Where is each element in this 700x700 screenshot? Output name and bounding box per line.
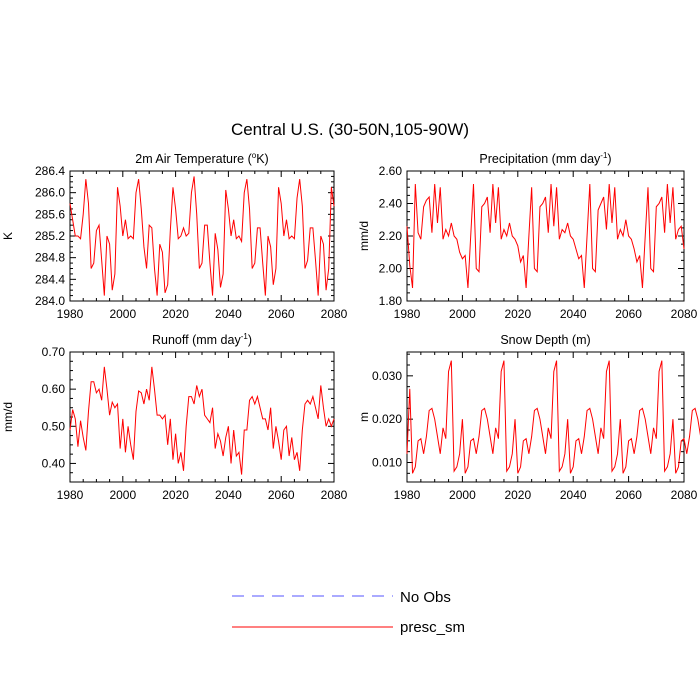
y-axis-label: m — [357, 412, 371, 422]
y-tick-label: 284.0 — [35, 294, 65, 308]
panel-snow-depth: Snow Depth (m) 1980 2000 2020 2040 2060 2080 0.… — [357, 333, 700, 502]
y-tick-label: 285.6 — [35, 207, 65, 221]
x-tick-label: 2000 — [109, 488, 136, 502]
plot-frame — [69, 351, 335, 483]
x-tick-label: 2000 — [449, 307, 476, 321]
x-tick-label: 2000 — [449, 488, 476, 502]
x-tick-label: 2000 — [109, 307, 136, 321]
y-tick-label: 1.80 — [379, 294, 403, 308]
legend-no-obs-label: No Obs — [400, 589, 451, 606]
y-tick-label: 0.40 — [42, 456, 66, 470]
y-tick-label: 284.4 — [35, 272, 65, 286]
x-tick-label: 2060 — [268, 488, 295, 502]
panel-runoff: Runoff (mm day-1) 1980 2000 2020 2040 2060 208… — [1, 332, 348, 502]
x-tick-label: 1980 — [57, 307, 84, 321]
x-tick-label: 1980 — [394, 307, 421, 321]
y-tick-label: 0.020 — [372, 412, 402, 426]
series-line-presc-sm — [69, 176, 335, 296]
y-tick-label: 286.0 — [35, 186, 65, 200]
x-tick-label: 2020 — [504, 307, 531, 321]
panel-air-temperature: 2m Air Temperature (oK) 1980 2000 2020 2040 2… — [1, 151, 348, 321]
x-tick-label: 2060 — [615, 488, 642, 502]
x-tick-label: 2040 — [560, 488, 587, 502]
x-tick-label: 2040 — [215, 307, 242, 321]
y-tick-label: 0.70 — [42, 345, 66, 359]
x-tick-label: 2020 — [162, 488, 189, 502]
figure-title: Central U.S. (30-50N,105-90W) — [231, 120, 469, 139]
y-tick-label: 286.4 — [35, 164, 65, 178]
y-tick-label: 2.40 — [379, 197, 403, 211]
y-tick-label: 2.60 — [379, 164, 403, 178]
panel-title: Precipitation (mm day-1) — [479, 151, 611, 166]
y-tick-label: 0.010 — [372, 456, 402, 470]
y-tick-label: 2.00 — [379, 262, 403, 276]
y-axis-label: mm/d — [1, 402, 15, 432]
x-tick-label: 1980 — [394, 488, 421, 502]
y-tick-label: 0.030 — [372, 369, 402, 383]
series-line-presc-sm — [406, 183, 685, 289]
y-tick-label: 2.20 — [379, 229, 403, 243]
panel-precipitation: Precipitation (mm day-1) 1980 2000 2020 2040… — [357, 151, 698, 321]
x-tick-label: 2080 — [321, 307, 348, 321]
x-tick-label: 2060 — [268, 307, 295, 321]
x-tick-label: 2020 — [162, 307, 189, 321]
y-axis-label: K — [1, 232, 15, 240]
x-tick-label: 2040 — [215, 488, 242, 502]
x-tick-label: 2060 — [615, 307, 642, 321]
panel-title: Snow Depth (m) — [500, 333, 590, 347]
y-tick-label: 0.50 — [42, 419, 66, 433]
x-tick-label: 2040 — [560, 307, 587, 321]
x-tick-label: 2080 — [321, 488, 348, 502]
x-tick-label: 1980 — [57, 488, 84, 502]
y-tick-label: 284.8 — [35, 251, 65, 265]
legend: No Obs presc_sm — [232, 589, 465, 636]
x-tick-label: 2020 — [504, 488, 531, 502]
panel-title: 2m Air Temperature (oK) — [135, 151, 268, 166]
series-line-presc-sm — [69, 366, 335, 475]
x-tick-label: 2080 — [671, 488, 698, 502]
y-tick-label: 0.60 — [42, 382, 66, 396]
y-tick-label: 285.2 — [35, 229, 65, 243]
legend-presc-sm-label: presc_sm — [400, 619, 465, 636]
series-line-presc-sm — [406, 360, 700, 474]
y-axis-label: mm/d — [357, 221, 371, 251]
panel-title: Runoff (mm day-1) — [152, 332, 252, 347]
x-tick-label: 2080 — [671, 307, 698, 321]
